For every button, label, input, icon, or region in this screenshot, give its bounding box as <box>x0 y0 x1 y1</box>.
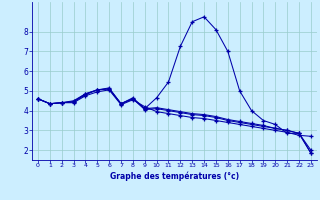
X-axis label: Graphe des températures (°c): Graphe des températures (°c) <box>110 171 239 181</box>
